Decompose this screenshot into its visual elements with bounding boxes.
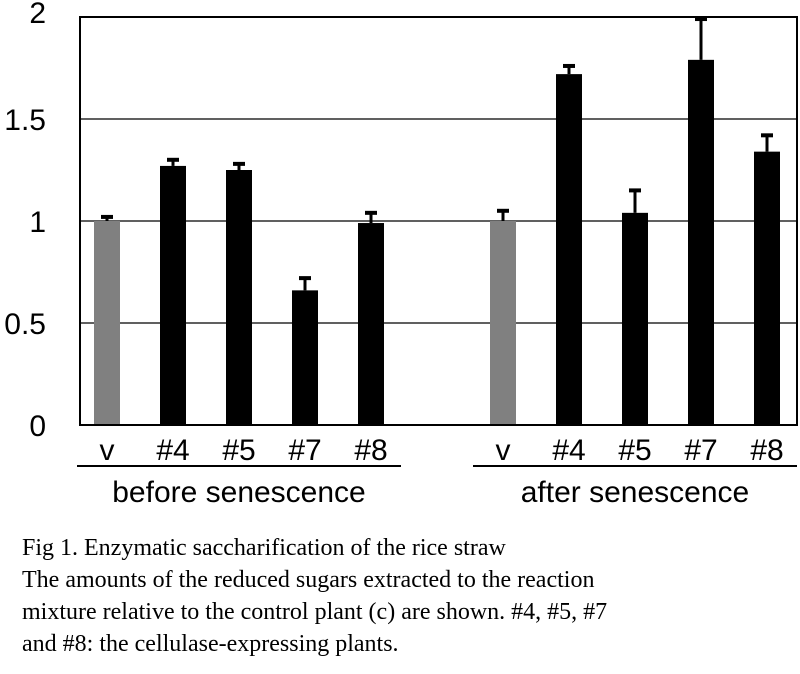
category-label: #8: [750, 434, 783, 467]
caption-line: The amounts of the reduced sugars extrac…: [22, 567, 595, 593]
bars: [94, 17, 780, 426]
figure-caption: Fig 1. Enzymatic saccharification of the…: [22, 532, 792, 660]
bar: [688, 59, 714, 426]
category-label: #4: [552, 434, 585, 467]
gridlines: [80, 118, 797, 324]
bar: [292, 290, 318, 425]
group-labels: before senescence after senescence: [77, 465, 797, 509]
y-tick-label: 1: [29, 206, 46, 239]
category-label: v: [496, 434, 511, 467]
bar: [754, 151, 780, 425]
category-label: v: [100, 434, 115, 467]
caption-line: mixture relative to the control plant (c…: [22, 599, 608, 625]
category-label: #7: [288, 434, 321, 467]
y-tick-label: 0: [29, 410, 46, 443]
category-label: #5: [618, 434, 651, 467]
bar: [94, 221, 120, 425]
y-tick-label: 0.5: [4, 308, 46, 341]
plot-frame: [79, 16, 798, 426]
bar: [358, 223, 384, 425]
y-tick-label: 1.5: [4, 104, 46, 137]
bar: [622, 212, 648, 425]
caption-title: Fig 1. Enzymatic saccharification of the…: [22, 535, 506, 561]
group-label: before senescence: [112, 476, 366, 509]
category-label: #8: [354, 434, 387, 467]
y-axis-tick-labels: 0 0.5 1 1.5 2: [4, 0, 46, 443]
category-labels: v #4 #5 #7 #8 v #4 #5 #7 #8: [100, 434, 784, 467]
bar: [160, 165, 186, 426]
bar: [490, 221, 516, 425]
bar-chart: 0 0.5 1 1.5 2 v #4 #5 #7 #8 v #4 #5 #7 #8 before sene…: [4, 0, 798, 509]
bar: [556, 74, 582, 426]
group-label: after senescence: [521, 476, 749, 509]
bar: [226, 170, 252, 425]
category-label: #4: [156, 434, 189, 467]
category-label: #5: [222, 434, 255, 467]
y-tick-label: 2: [29, 0, 46, 30]
category-label: #7: [684, 434, 717, 467]
caption-line: and #8: the cellulase-expressing plants.: [22, 631, 399, 657]
